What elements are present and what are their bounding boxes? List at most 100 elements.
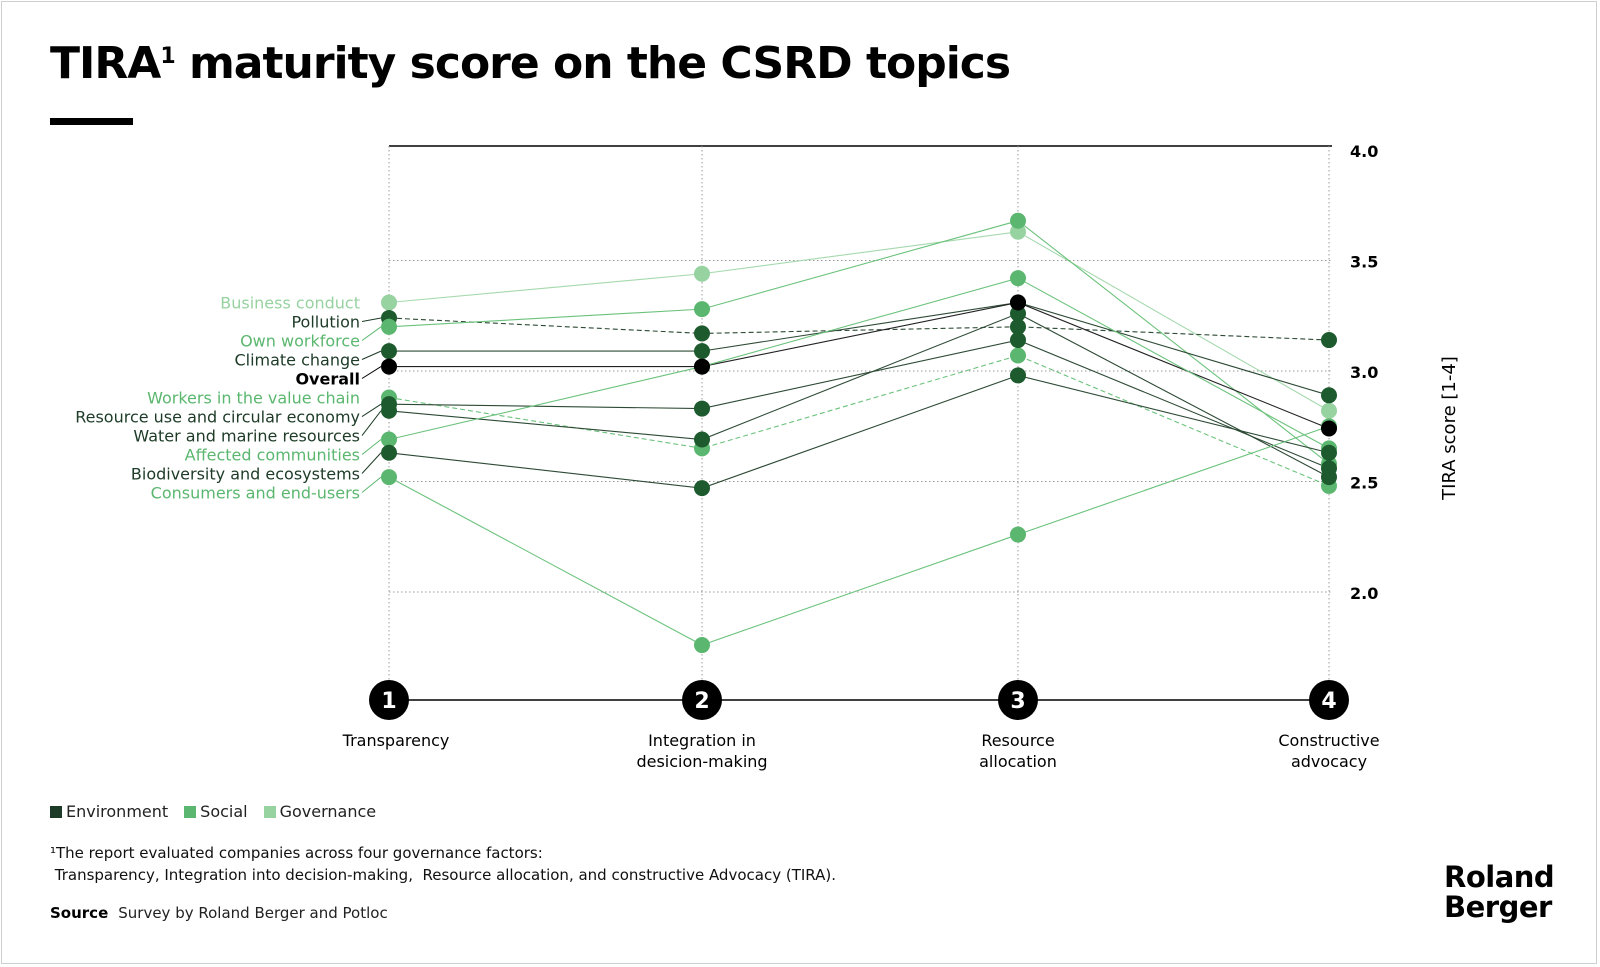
data-point	[1321, 420, 1337, 437]
label-leader-line	[361, 452, 382, 474]
title-main: TIRA	[50, 38, 161, 89]
data-point	[381, 318, 397, 335]
category-number: 4	[1321, 689, 1336, 714]
category-number-badge	[1309, 680, 1349, 720]
series-line	[388, 425, 1330, 646]
label-leader-line	[361, 410, 382, 436]
data-point	[1010, 367, 1026, 384]
legend-label: Social	[200, 802, 248, 821]
series-line	[388, 317, 1330, 341]
data-point	[381, 469, 397, 486]
y-tick-label: 4.0	[1350, 142, 1378, 161]
category-label: Constructive	[1278, 731, 1379, 750]
data-point	[694, 301, 710, 318]
data-point	[694, 343, 710, 360]
data-point	[381, 294, 397, 311]
legend-swatch	[263, 806, 276, 818]
series-label: Workers in the value chain	[147, 389, 360, 408]
legend-swatch	[184, 806, 197, 818]
series-line	[388, 354, 1330, 487]
footnote-line: ¹The report evaluated companies across f…	[50, 844, 543, 862]
data-point	[1321, 387, 1337, 404]
data-point	[381, 402, 397, 419]
legend-label: Governance	[279, 802, 377, 821]
logo-line: Roland	[1444, 860, 1555, 894]
label-leader-line	[361, 439, 382, 455]
category-label: desicion-making	[636, 752, 767, 771]
series-line	[389, 301, 1330, 396]
label-leader-line	[361, 476, 382, 493]
label-leader-line	[361, 326, 382, 341]
y-tick-label: 3.0	[1350, 363, 1378, 382]
series-label: Climate change	[234, 350, 360, 369]
data-point	[1010, 347, 1026, 364]
title-rest: maturity score on the CSRD topics	[174, 38, 1011, 89]
title-underline	[50, 118, 133, 125]
data-point	[694, 637, 710, 654]
data-point	[1321, 444, 1337, 461]
data-point	[694, 400, 710, 417]
data-point	[381, 343, 397, 360]
label-leader-line	[361, 403, 382, 417]
series-line	[388, 220, 1330, 465]
category-label: allocation	[979, 752, 1057, 771]
data-point	[1010, 270, 1026, 287]
page-title: TIRA1 maturity score on the CSRD topics	[50, 38, 1011, 89]
label-leader-line	[361, 350, 382, 360]
data-point	[381, 358, 397, 375]
legend-item-environment: Environment	[50, 802, 168, 821]
category-label: Integration in	[648, 731, 756, 750]
series-line	[388, 339, 1330, 469]
category-number-badge	[369, 680, 409, 720]
source-text: Survey by Roland Berger and Potloc	[118, 904, 388, 922]
roland-berger-logo: Roland Berger	[1444, 860, 1555, 924]
data-point	[381, 431, 397, 448]
series-label: Affected communities	[185, 446, 360, 465]
y-tick-label: 2.0	[1350, 584, 1378, 603]
footnote-line: Transparency, Integration into decision-…	[50, 866, 836, 884]
legend: Environment Social Governance	[50, 802, 376, 821]
data-point	[1010, 318, 1026, 335]
label-leader-line	[361, 317, 382, 322]
series-label: Own workforce	[240, 331, 360, 350]
logo-line: Berger	[1444, 890, 1552, 924]
data-point	[1010, 526, 1026, 543]
series-line	[388, 231, 1330, 412]
data-point	[1321, 332, 1337, 349]
series-label: Consumers and end-users	[151, 484, 360, 503]
data-point	[1010, 332, 1026, 349]
title-footnote-mark: 1	[160, 44, 175, 69]
data-point	[694, 358, 710, 375]
data-point	[694, 265, 710, 282]
source-label: Source	[50, 904, 109, 922]
legend-swatch	[50, 806, 62, 818]
data-point	[1321, 402, 1337, 419]
y-tick-label: 2.5	[1350, 474, 1378, 493]
category-number: 2	[694, 689, 709, 714]
series-line	[389, 301, 1330, 429]
data-point	[1010, 212, 1026, 229]
y-tick-label: 3.5	[1350, 253, 1378, 272]
series-line	[388, 312, 1330, 478]
category-number: 1	[381, 689, 396, 714]
data-point	[1010, 305, 1026, 322]
footnote: ¹The report evaluated companies across f…	[50, 842, 836, 886]
category-number-badge	[998, 680, 1038, 720]
legend-item-governance: Governance	[263, 802, 377, 821]
series-label: Business conduct	[220, 293, 360, 312]
data-point	[381, 444, 397, 461]
data-point	[1321, 469, 1337, 486]
series-label: Pollution	[291, 312, 360, 331]
category-number: 3	[1010, 689, 1025, 714]
data-point	[1010, 294, 1026, 311]
data-point	[1010, 223, 1026, 240]
data-point	[694, 480, 710, 497]
category-label: advocacy	[1291, 752, 1367, 771]
data-point	[694, 325, 710, 342]
category-label: Resource	[981, 731, 1054, 750]
category-label: Transparency	[342, 731, 450, 750]
y-axis-label: TIRA score [1-4]	[1439, 356, 1460, 501]
legend-item-social: Social	[184, 802, 248, 821]
